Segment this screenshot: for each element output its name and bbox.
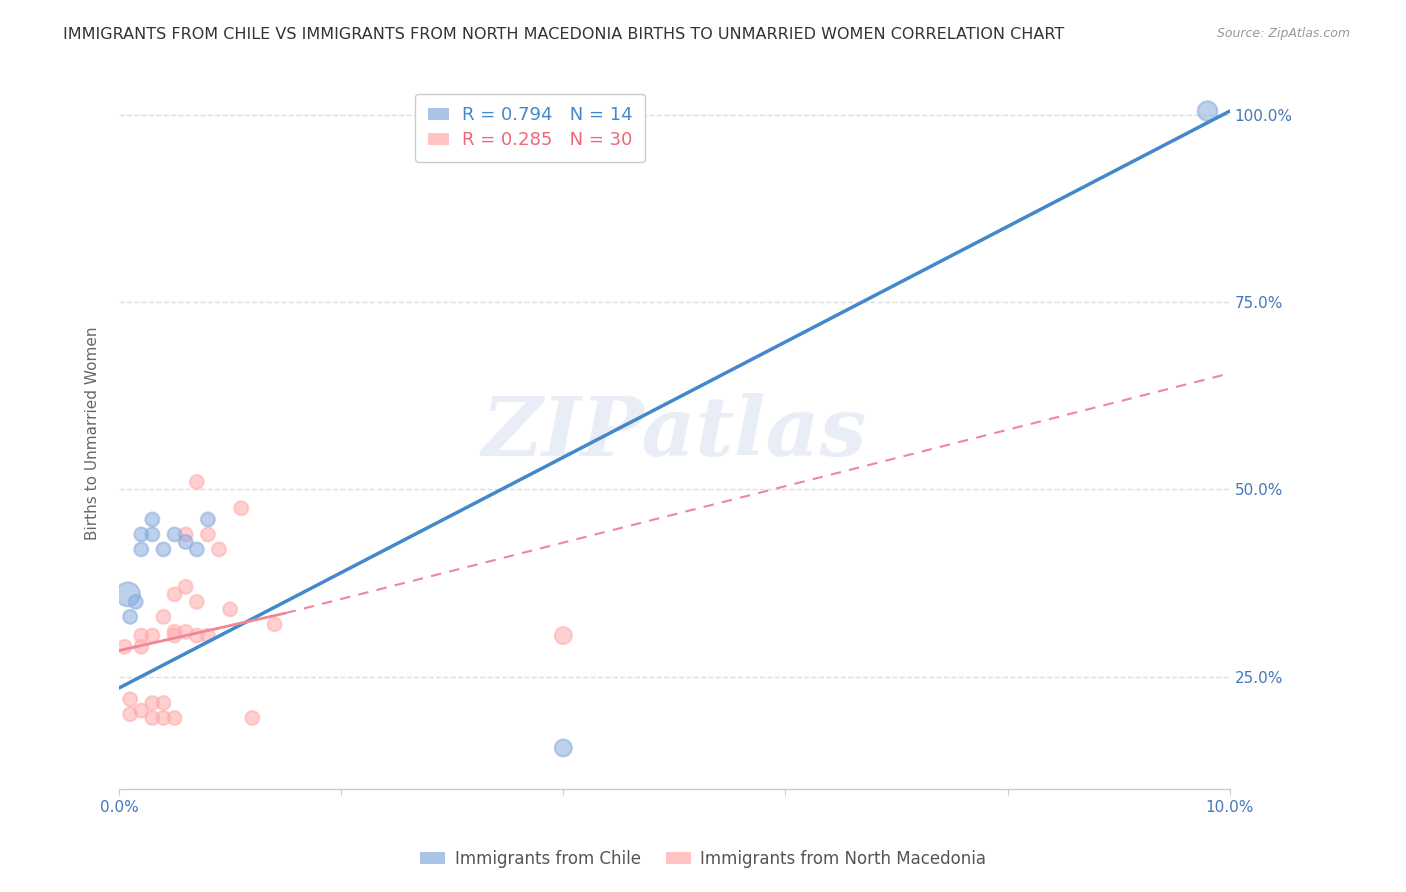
Point [129, 527, 152, 541]
Point [129, 704, 152, 718]
Point [152, 711, 174, 725]
Text: Source: ZipAtlas.com: Source: ZipAtlas.com [1216, 27, 1350, 40]
Point [163, 629, 186, 643]
Point [163, 711, 186, 725]
Point [219, 602, 242, 616]
Point [186, 475, 208, 489]
Point [186, 595, 208, 609]
Point [197, 527, 219, 541]
Point [152, 542, 174, 557]
Point [141, 711, 163, 725]
Point [163, 624, 186, 639]
Point [141, 696, 163, 710]
Point [163, 527, 186, 541]
Point [240, 711, 263, 725]
Point [141, 527, 163, 541]
Text: IMMIGRANTS FROM CHILE VS IMMIGRANTS FROM NORTH MACEDONIA BIRTHS TO UNMARRIED WOM: IMMIGRANTS FROM CHILE VS IMMIGRANTS FROM… [63, 27, 1064, 42]
Point [152, 610, 174, 624]
Point [197, 629, 219, 643]
Point [197, 512, 219, 526]
Point [174, 624, 197, 639]
Point [129, 542, 152, 557]
Point [120, 692, 142, 706]
Text: ZIPatlas: ZIPatlas [482, 393, 868, 474]
Point [231, 501, 253, 516]
Point [129, 640, 152, 654]
Point [553, 740, 575, 755]
Point [553, 629, 575, 643]
Legend: Immigrants from Chile, Immigrants from North Macedonia: Immigrants from Chile, Immigrants from N… [413, 844, 993, 875]
Y-axis label: Births to Unmarried Women: Births to Unmarried Women [86, 326, 100, 540]
Point [186, 629, 208, 643]
Point [125, 595, 148, 609]
Point [186, 542, 208, 557]
Point [117, 587, 139, 601]
Point [208, 542, 231, 557]
Point [152, 696, 174, 710]
Point [174, 527, 197, 541]
Point [1197, 104, 1219, 119]
Point [174, 580, 197, 594]
Point [163, 587, 186, 601]
Point [263, 617, 285, 632]
Point [174, 535, 197, 549]
Point [129, 629, 152, 643]
Point [114, 640, 136, 654]
Point [120, 707, 142, 722]
Point [141, 629, 163, 643]
Point [141, 512, 163, 526]
Legend: R = 0.794   N = 14, R = 0.285   N = 30: R = 0.794 N = 14, R = 0.285 N = 30 [415, 94, 645, 162]
Point [120, 610, 142, 624]
